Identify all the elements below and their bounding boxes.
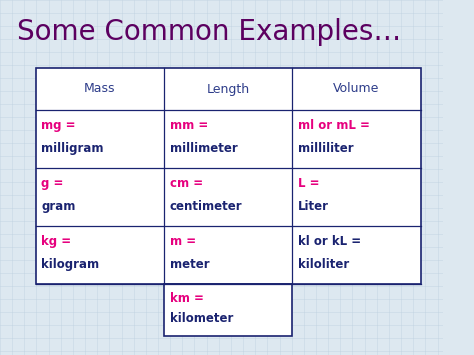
Text: centimeter: centimeter	[170, 200, 242, 213]
Bar	[36, 68, 421, 284]
Text: Mass: Mass	[84, 82, 116, 95]
Text: Volume: Volume	[333, 82, 380, 95]
Text: gram: gram	[41, 200, 75, 213]
Text: mm =: mm =	[170, 119, 208, 132]
Text: milliliter: milliliter	[298, 142, 354, 155]
Text: meter: meter	[170, 258, 209, 271]
Text: Length: Length	[207, 82, 250, 95]
Text: m =: m =	[170, 235, 196, 248]
Text: km =: km =	[170, 291, 203, 305]
Text: Liter: Liter	[298, 200, 329, 213]
Bar	[164, 284, 292, 336]
Text: cm =: cm =	[170, 177, 203, 190]
Text: millimeter: millimeter	[170, 142, 237, 155]
Text: kl or kL =: kl or kL =	[298, 235, 361, 248]
Text: kilometer: kilometer	[170, 312, 233, 325]
Text: milligram: milligram	[41, 142, 104, 155]
Text: L =: L =	[298, 177, 319, 190]
Text: g =: g =	[41, 177, 64, 190]
Text: kg =: kg =	[41, 235, 71, 248]
Text: kiloliter: kiloliter	[298, 258, 349, 271]
Text: mg =: mg =	[41, 119, 76, 132]
Text: ml or mL =: ml or mL =	[298, 119, 370, 132]
Text: Some Common Examples…: Some Common Examples…	[17, 18, 401, 46]
Text: kilogram: kilogram	[41, 258, 99, 271]
